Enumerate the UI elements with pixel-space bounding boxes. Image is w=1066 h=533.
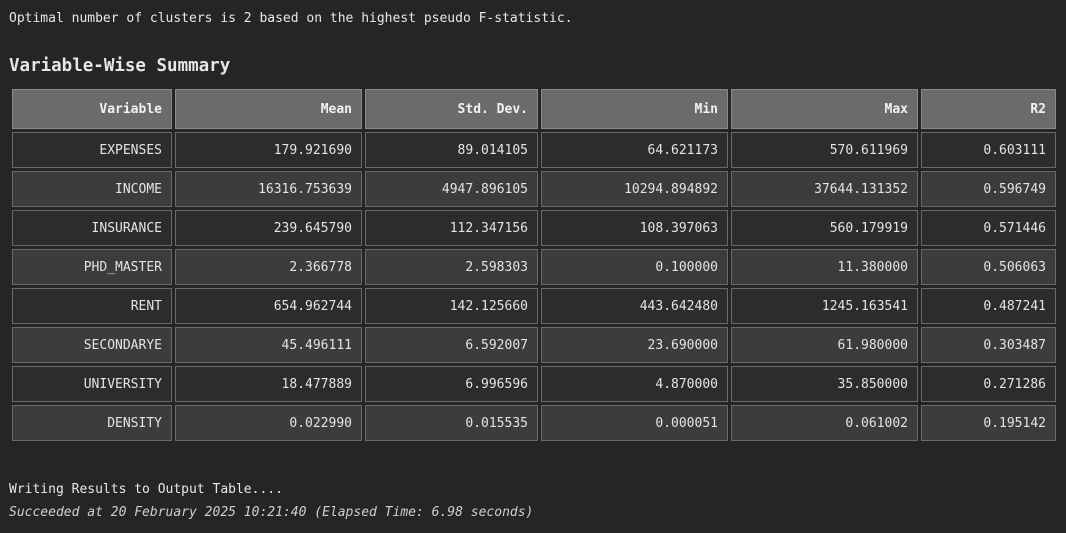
- column-header-variable[interactable]: Variable: [12, 89, 172, 129]
- column-header-r2[interactable]: R2: [921, 89, 1056, 129]
- cell-max: 0.061002: [731, 405, 918, 441]
- table-row: INSURANCE 239.645790 112.347156 108.3970…: [12, 210, 1056, 246]
- table-row: EXPENSES 179.921690 89.014105 64.621173 …: [12, 132, 1056, 168]
- cell-max: 560.179919: [731, 210, 918, 246]
- cell-min: 23.690000: [541, 327, 728, 363]
- cell-std-dev: 6.996596: [365, 366, 538, 402]
- table-row: DENSITY 0.022990 0.015535 0.000051 0.061…: [12, 405, 1056, 441]
- cell-std-dev: 89.014105: [365, 132, 538, 168]
- cell-r2: 0.571446: [921, 210, 1056, 246]
- table-row: SECONDARYE 45.496111 6.592007 23.690000 …: [12, 327, 1056, 363]
- cell-std-dev: 112.347156: [365, 210, 538, 246]
- cell-mean: 179.921690: [175, 132, 362, 168]
- cell-r2: 0.487241: [921, 288, 1056, 324]
- cell-max: 37644.131352: [731, 171, 918, 207]
- cell-variable: INCOME: [12, 171, 172, 207]
- cell-mean: 654.962744: [175, 288, 362, 324]
- cell-std-dev: 4947.896105: [365, 171, 538, 207]
- cell-std-dev: 2.598303: [365, 249, 538, 285]
- table-row: RENT 654.962744 142.125660 443.642480 12…: [12, 288, 1056, 324]
- cell-r2: 0.303487: [921, 327, 1056, 363]
- cell-min: 4.870000: [541, 366, 728, 402]
- cell-variable: INSURANCE: [12, 210, 172, 246]
- column-header-min[interactable]: Min: [541, 89, 728, 129]
- succeeded-message: Succeeded at 20 February 2025 10:21:40 (…: [9, 505, 534, 520]
- cell-mean: 16316.753639: [175, 171, 362, 207]
- table-header-row: Variable Mean Std. Dev. Min Max R2: [12, 89, 1056, 129]
- cell-variable: SECONDARYE: [12, 327, 172, 363]
- cell-variable: DENSITY: [12, 405, 172, 441]
- table-row: INCOME 16316.753639 4947.896105 10294.89…: [12, 171, 1056, 207]
- cell-mean: 45.496111: [175, 327, 362, 363]
- cell-r2: 0.195142: [921, 405, 1056, 441]
- cell-std-dev: 142.125660: [365, 288, 538, 324]
- cell-mean: 18.477889: [175, 366, 362, 402]
- column-header-mean[interactable]: Mean: [175, 89, 362, 129]
- cell-min: 64.621173: [541, 132, 728, 168]
- cell-max: 1245.163541: [731, 288, 918, 324]
- cell-min: 443.642480: [541, 288, 728, 324]
- cell-min: 108.397063: [541, 210, 728, 246]
- table-row: PHD_MASTER 2.366778 2.598303 0.100000 11…: [12, 249, 1056, 285]
- cell-variable: EXPENSES: [12, 132, 172, 168]
- optimal-clusters-message: Optimal number of clusters is 2 based on…: [9, 11, 573, 26]
- cell-mean: 0.022990: [175, 405, 362, 441]
- cell-std-dev: 6.592007: [365, 327, 538, 363]
- writing-results-message: Writing Results to Output Table....: [9, 482, 283, 497]
- summary-title: Variable-Wise Summary: [9, 56, 231, 76]
- variable-summary-table: Variable Mean Std. Dev. Min Max R2 EXPEN…: [9, 86, 1059, 444]
- cell-max: 11.380000: [731, 249, 918, 285]
- cell-variable: UNIVERSITY: [12, 366, 172, 402]
- cell-max: 570.611969: [731, 132, 918, 168]
- cell-mean: 239.645790: [175, 210, 362, 246]
- cell-max: 61.980000: [731, 327, 918, 363]
- cell-r2: 0.596749: [921, 171, 1056, 207]
- cell-r2: 0.506063: [921, 249, 1056, 285]
- cell-min: 0.000051: [541, 405, 728, 441]
- cell-mean: 2.366778: [175, 249, 362, 285]
- table-row: UNIVERSITY 18.477889 6.996596 4.870000 3…: [12, 366, 1056, 402]
- cell-min: 10294.894892: [541, 171, 728, 207]
- cell-r2: 0.603111: [921, 132, 1056, 168]
- column-header-max[interactable]: Max: [731, 89, 918, 129]
- cell-variable: RENT: [12, 288, 172, 324]
- cell-variable: PHD_MASTER: [12, 249, 172, 285]
- cell-r2: 0.271286: [921, 366, 1056, 402]
- cell-max: 35.850000: [731, 366, 918, 402]
- cell-min: 0.100000: [541, 249, 728, 285]
- column-header-std-dev[interactable]: Std. Dev.: [365, 89, 538, 129]
- cell-std-dev: 0.015535: [365, 405, 538, 441]
